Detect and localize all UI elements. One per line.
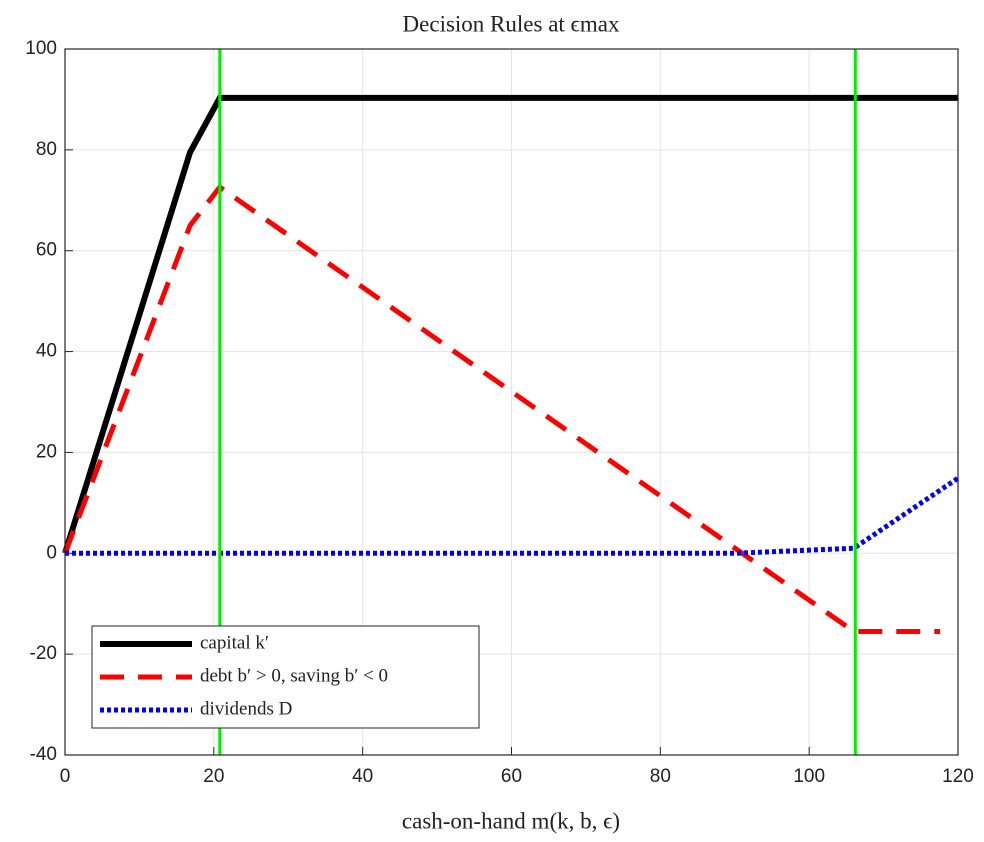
x-axis-label: cash-on-hand m(k, b, ϵ)	[402, 808, 620, 833]
x-tick-label: 40	[352, 766, 373, 787]
y-tick-label: -40	[30, 744, 57, 765]
x-tick-label: 100	[793, 766, 825, 787]
y-tick-label: 0	[46, 542, 57, 563]
grid	[64, 48, 959, 756]
legend-label: capital k′	[200, 632, 269, 653]
chart-title: Decision Rules at ϵmax	[403, 11, 620, 36]
plot	[62, 49, 960, 755]
legend-label: debt b′ > 0, saving b′ < 0	[200, 665, 388, 686]
y-tick-label: 80	[36, 139, 57, 160]
y-tick-label: 40	[36, 341, 57, 362]
y-tick-label: 100	[25, 38, 57, 59]
x-tick-label: 120	[942, 766, 974, 787]
series-line	[62, 94, 958, 555]
y-tick-label: -20	[30, 643, 57, 664]
y-tick-label: 20	[36, 441, 57, 462]
legend: capital k′ debt b′ > 0, saving b′ < 0 divi…	[91, 625, 480, 729]
x-tick-label: 80	[650, 766, 671, 787]
legend-label: dividends D	[200, 698, 292, 719]
x-tick-label: 0	[60, 766, 71, 787]
series-line	[65, 476, 960, 556]
axes: 0 20 40 60 80 100 120 -40 -20 0 20 40 60 80 100	[25, 38, 974, 787]
x-tick-label: 60	[501, 766, 522, 787]
x-tick-label: 20	[203, 766, 224, 787]
y-tick-label: 60	[36, 240, 57, 261]
